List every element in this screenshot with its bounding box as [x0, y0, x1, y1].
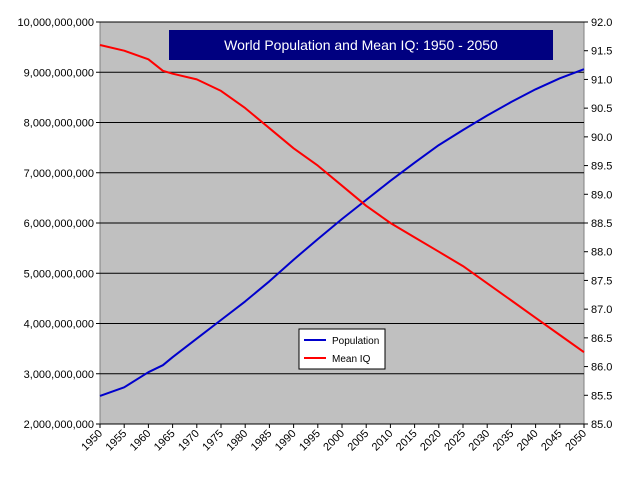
right-tick-label: 91.0: [591, 74, 612, 86]
right-tick-label: 90.0: [591, 132, 612, 144]
title-box: [169, 30, 553, 60]
left-tick-label: 9,000,000,000: [24, 67, 94, 79]
left-tick-label: 4,000,000,000: [24, 319, 94, 331]
right-tick-label: 89.5: [591, 161, 612, 173]
right-tick-label: 90.5: [591, 103, 612, 115]
x-tick-label: 2015: [394, 428, 420, 454]
left-tick-label: 3,000,000,000: [24, 369, 94, 381]
left-tick-label: 5,000,000,000: [24, 268, 94, 280]
x-tick-label: 2045: [539, 428, 565, 454]
x-tick-label: 2025: [442, 428, 468, 454]
right-tick-label: 89.0: [591, 189, 612, 201]
x-tick-label: 1985: [249, 428, 275, 454]
right-tick-label: 87.0: [591, 304, 612, 316]
x-tick-label: 2035: [491, 428, 517, 454]
x-tick-label: 1990: [273, 428, 299, 454]
series-layer: [99, 44, 585, 397]
right-tick-label: 86.5: [591, 333, 612, 345]
x-tick-label: 1980: [225, 428, 251, 454]
legend-label-mean-iq: Mean IQ: [332, 354, 371, 365]
x-tick-label: 2005: [346, 428, 372, 454]
right-tick-label: 88.5: [591, 218, 612, 230]
left-tick-label: 7,000,000,000: [24, 168, 94, 180]
legend-box: [298, 328, 386, 370]
x-tick-label: 1965: [152, 428, 178, 454]
x-tick-label: 2010: [370, 428, 396, 454]
right-tick-label: 88.0: [591, 247, 612, 259]
x-tick-label: 2050: [563, 428, 589, 454]
x-tick-label: 2020: [418, 428, 444, 454]
left-tick-label: 10,000,000,000: [18, 17, 94, 29]
right-tick-label: 91.5: [591, 46, 612, 58]
legend-label-population: Population: [332, 336, 379, 347]
left-tick-label: 2,000,000,000: [24, 419, 94, 431]
x-tick-label: 1955: [104, 428, 130, 454]
right-tick-label: 92.0: [591, 17, 612, 29]
series-line-population: [99, 68, 585, 397]
x-tick-label: 1970: [176, 428, 202, 454]
left-tick-label: 8,000,000,000: [24, 118, 94, 130]
x-tick-label: 2000: [321, 428, 347, 454]
x-tick-label: 1950: [79, 428, 105, 454]
right-tick-label: 87.5: [591, 275, 612, 287]
x-tick-label: 2040: [515, 428, 541, 454]
right-tick-label: 85.0: [591, 419, 612, 431]
left-tick-label: 6,000,000,000: [24, 218, 94, 230]
chart-title: World Population and Mean IQ: 1950 - 205…: [224, 37, 498, 53]
right-tick-label: 85.5: [591, 390, 612, 402]
series-line-mean-iq: [99, 44, 585, 354]
x-tick-label: 1975: [200, 428, 226, 454]
right-axis-ticks: 85.0 85.5 86.0 86.5 87.0 87.5 88.0 88.5 89.0 89.5…: [584, 17, 612, 431]
x-tick-label: 1960: [128, 428, 154, 454]
gridlines: [100, 21, 584, 425]
x-axis-ticks: 1950195519601965197019751980198519901995…: [79, 424, 589, 453]
x-tick-label: 1995: [297, 428, 323, 454]
legend: Population Mean IQ: [298, 328, 386, 370]
left-axis-ticks: 2,000,000,000 3,000,000,000 4,000,000,000 5…: [18, 17, 100, 431]
right-tick-label: 86.0: [591, 362, 612, 374]
x-tick-label: 2030: [467, 428, 493, 454]
